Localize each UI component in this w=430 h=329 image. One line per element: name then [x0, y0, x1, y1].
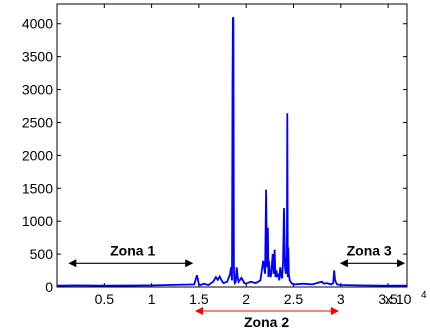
x-multiplier-exponent: 4 — [421, 290, 427, 301]
x-multiplier-label: x 10 — [385, 291, 412, 307]
y-tick-label: 0 — [45, 279, 53, 295]
zone-label: Zona 3 — [347, 242, 392, 258]
y-tick-label: 1000 — [22, 213, 53, 229]
x-tick-label: 2 — [242, 291, 250, 307]
x-tick-label: 2.5 — [284, 291, 304, 307]
y-tick-label: 4000 — [22, 16, 53, 32]
zone-arrow — [339, 259, 406, 268]
x-tick-label: 3 — [337, 291, 345, 307]
y-tick-label: 3000 — [22, 82, 53, 98]
x-tick-label: 1 — [148, 291, 156, 307]
y-tick-label: 1500 — [22, 180, 53, 196]
zone-label: Zona 1 — [110, 242, 155, 258]
y-tick-label: 3500 — [22, 49, 53, 65]
zona-2-arrow — [195, 307, 339, 315]
series-line — [56, 16, 407, 287]
series-layer — [56, 16, 407, 287]
x-axis: 0.5 1 1.5 2 2.5 3 3.5 — [95, 4, 398, 307]
x-tick-label: 1.5 — [189, 291, 209, 307]
y-tick-label: 2500 — [22, 114, 53, 130]
y-tick-label: 2000 — [22, 147, 53, 163]
x-tick-label: 3.5 — [378, 291, 398, 307]
y-axis: 0 500 1000 1500 2000 2500 3000 3500 4000 — [22, 16, 407, 295]
zone-arrow — [68, 259, 194, 268]
zona-2-label: Zona 2 — [244, 314, 289, 329]
annotation-layer: Zona 1 Zona 3 — [68, 242, 406, 268]
y-tick-label: 500 — [30, 246, 54, 262]
x-tick-label: 0.5 — [95, 291, 115, 307]
